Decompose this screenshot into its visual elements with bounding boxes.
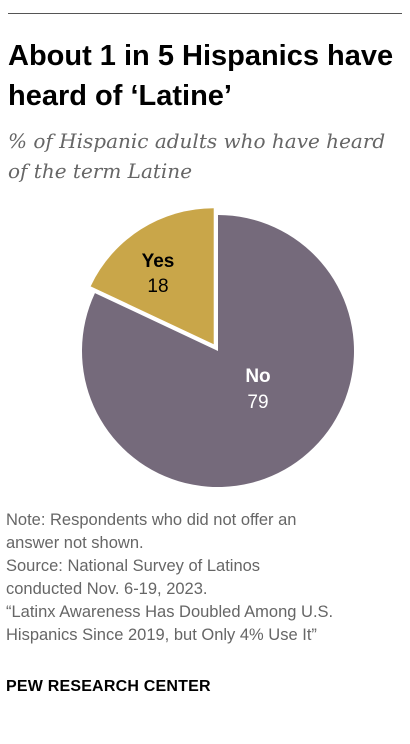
slice-label-yes: Yes <box>142 251 175 272</box>
pie-slice-no <box>82 215 354 487</box>
chart-subtitle: % of Hispanic adults who have heard of t… <box>8 129 386 183</box>
pew-research-center-logo: PEW RESEARCH CENTER <box>6 678 211 695</box>
report-title-text: “Latinx Awareness Has Doubled Among U.S.… <box>6 603 334 644</box>
slice-label-no: No <box>245 366 270 387</box>
pie-chart: Yes 18 No 79 <box>82 208 354 487</box>
slice-value-no: 79 <box>247 392 268 413</box>
chart-title: About 1 in 5 Hispanics have heard of ‘La… <box>8 40 394 112</box>
source-text: Source: National Survey of Latinos condu… <box>6 557 261 598</box>
chart-notes: Note: Respondents who did not offer an a… <box>6 509 406 647</box>
slice-value-yes: 18 <box>147 276 168 297</box>
top-rule <box>8 13 402 14</box>
pie-slice-yes <box>90 208 214 345</box>
note-text: Note: Respondents who did not offer an a… <box>6 511 297 552</box>
